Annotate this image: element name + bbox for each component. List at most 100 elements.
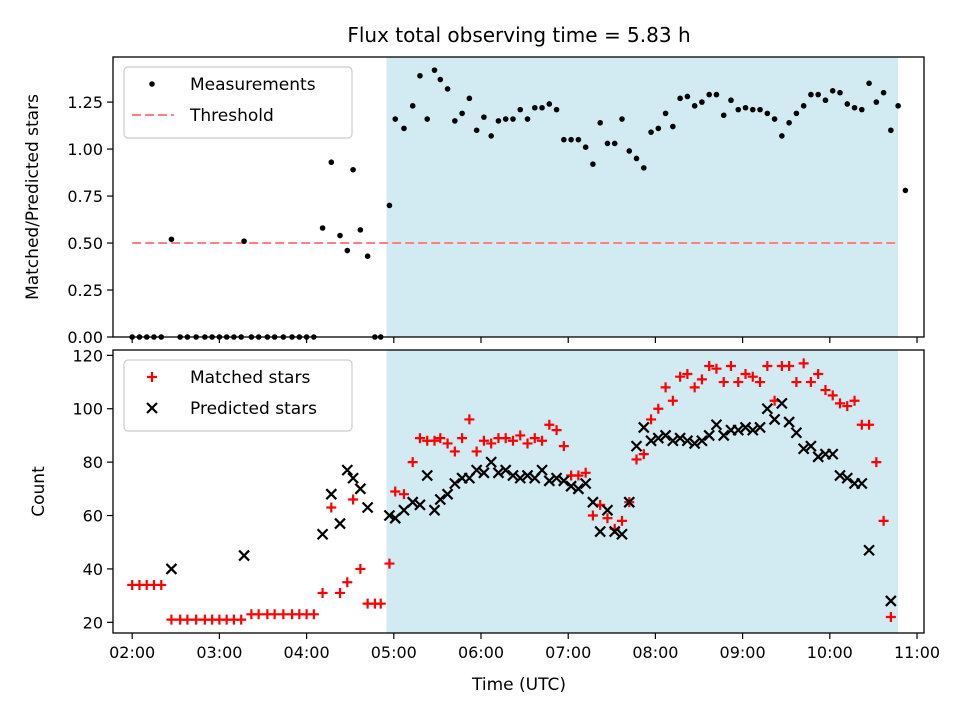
measurement-point [241,238,247,244]
measurement-point [495,118,502,124]
matched-star-point [236,614,247,625]
legend-box [123,359,353,432]
measurement-point [808,91,814,98]
matched-star-point [384,558,395,569]
measurement-point [815,91,821,98]
measurement-point [328,159,335,166]
matched-star-point [390,486,401,497]
matched-star-point [631,454,642,465]
measurement-point [648,129,654,135]
measurement-point [444,86,451,92]
matched-star-point [646,414,657,425]
measurement-point [517,106,524,113]
predicted-star-point [739,421,752,434]
predicted-star-point [354,483,367,495]
matched-star-point [580,467,591,478]
x-tick-label: 10:00 [807,643,853,662]
measurement-point [561,136,567,143]
measurement-point [866,80,872,87]
measurement-point [409,103,416,109]
measurement-point [837,89,843,96]
matched-star-point [805,377,816,388]
measurement-point [640,165,647,171]
measurement-point [670,123,676,130]
matched-star-point [842,401,853,412]
measurement-point [793,110,800,117]
predicted-star-point [674,432,686,444]
matched-star-point [253,609,264,620]
measurement-point [303,334,310,340]
measurement-point [633,155,640,162]
y-tick-label: 1.00 [67,140,103,159]
measurement-point [735,106,742,113]
matched-star-point [398,489,409,500]
measurement-point [757,106,763,113]
predicted-star-point [783,416,795,428]
measurement-point [611,140,618,147]
x-tick-label: 05:00 [371,643,417,662]
measurement-point [829,88,836,94]
y-axis-label: Count [29,466,49,517]
legend-predicted-marker [146,402,158,414]
matched-star-point [689,382,700,393]
matched-star-point [507,435,518,446]
measurement-point [364,253,371,259]
measurement-point [779,133,785,139]
predicted-star-point [421,469,434,482]
predicted-star-point [681,434,694,447]
matched-star-point [449,446,460,457]
predicted-star-point [316,528,329,540]
measurement-point [568,136,574,143]
measurement-point [417,72,423,79]
measurement-point [873,99,880,105]
matched-star-point [182,614,193,625]
measurement-point [742,104,749,111]
predicted-star-point [623,496,636,508]
matched-star-point [407,457,418,468]
matched-star-point [375,598,386,609]
measurement-point [655,125,662,132]
predicted-star-point [885,595,897,607]
predicted-star-point [754,421,766,434]
predicted-star-point [478,467,490,479]
observing-window-shade [386,57,899,337]
measurement-point [296,334,303,340]
matched-star-point [278,609,289,620]
axes-frame [112,56,925,338]
measurement-point [720,112,727,119]
measurement-point [691,103,698,109]
predicted-star-point [805,440,817,452]
predicted-star-point [347,472,359,484]
predicted-star-point [238,549,250,562]
matched-star-point [191,614,202,625]
measurement-point [524,116,531,122]
measurement-point [771,116,778,122]
measurement-point [143,334,150,340]
matched-star-point [464,414,475,425]
predicted-star-point [776,397,788,410]
predicted-star-point [696,434,708,447]
chart-title: Flux total observing time = 5.83 h [347,23,690,47]
measurement-point [184,334,191,340]
measurement-point [216,334,223,340]
matched-star-point [486,438,497,449]
matched-star-point [616,515,627,526]
measurement-point [289,334,295,340]
matched-star-point [335,587,346,598]
matched-star-point [791,377,802,388]
x-tick-label: 08:00 [632,643,678,662]
matched-star-point [747,371,758,382]
predicted-star-point [710,418,723,431]
matched-star-point [515,430,526,441]
measurement-point [437,76,444,83]
matched-star-point [682,369,693,380]
measurement-point [786,119,792,126]
matched-star-point [675,371,686,382]
measurement-point [202,334,208,340]
measurement-point [510,116,516,122]
measurement-point [377,334,384,340]
measurement-point [459,110,465,117]
predicted-star-point [826,448,839,460]
matched-star-point [156,579,167,590]
measurement-point [473,127,480,134]
